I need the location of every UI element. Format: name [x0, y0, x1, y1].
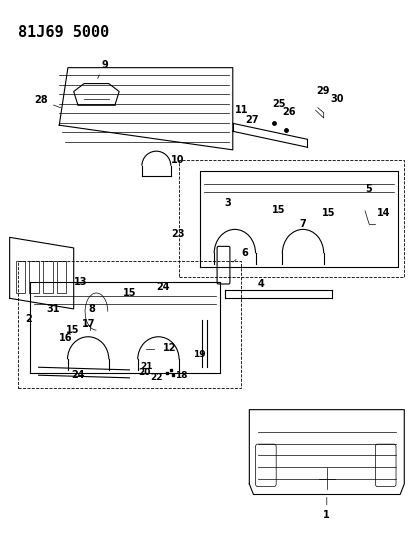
Text: 24: 24 [71, 370, 84, 380]
Text: 23: 23 [171, 229, 184, 239]
Text: 3: 3 [225, 198, 231, 207]
Bar [179, 160, 404, 277]
Text: 14: 14 [377, 208, 391, 218]
Text: 13: 13 [74, 277, 87, 287]
Text: 15: 15 [123, 288, 137, 297]
Text: 15: 15 [272, 206, 285, 215]
Text: 5: 5 [365, 184, 372, 194]
Text: 15: 15 [322, 208, 335, 218]
Text: 17: 17 [82, 319, 95, 329]
Text: 4: 4 [258, 279, 264, 289]
Text: 24: 24 [156, 282, 170, 293]
Text: 29: 29 [316, 86, 330, 96]
Text: 11: 11 [235, 105, 248, 115]
Text: 27: 27 [245, 115, 259, 125]
Text: 1: 1 [323, 497, 330, 520]
Text: 31: 31 [46, 304, 60, 313]
Text: 15: 15 [65, 325, 79, 335]
Text: 2: 2 [25, 314, 32, 324]
Text: 26: 26 [282, 107, 296, 117]
Text: 18: 18 [175, 371, 187, 380]
Text: 25: 25 [272, 100, 285, 109]
Text: 21: 21 [141, 362, 153, 371]
Text: 6: 6 [233, 248, 248, 262]
Text: 19: 19 [193, 350, 206, 359]
Text: 8: 8 [88, 304, 95, 313]
Text: 9: 9 [98, 60, 108, 78]
Text: 16: 16 [59, 333, 73, 343]
Text: 12: 12 [163, 343, 176, 353]
Text: 22: 22 [150, 374, 163, 383]
Bar [18, 261, 241, 389]
Text: 30: 30 [330, 94, 343, 104]
Text: 20: 20 [138, 368, 150, 377]
Text: 81J69 5000: 81J69 5000 [18, 25, 109, 41]
Text: 28: 28 [35, 95, 61, 108]
Text: 7: 7 [299, 219, 306, 229]
Text: 10: 10 [171, 155, 184, 165]
